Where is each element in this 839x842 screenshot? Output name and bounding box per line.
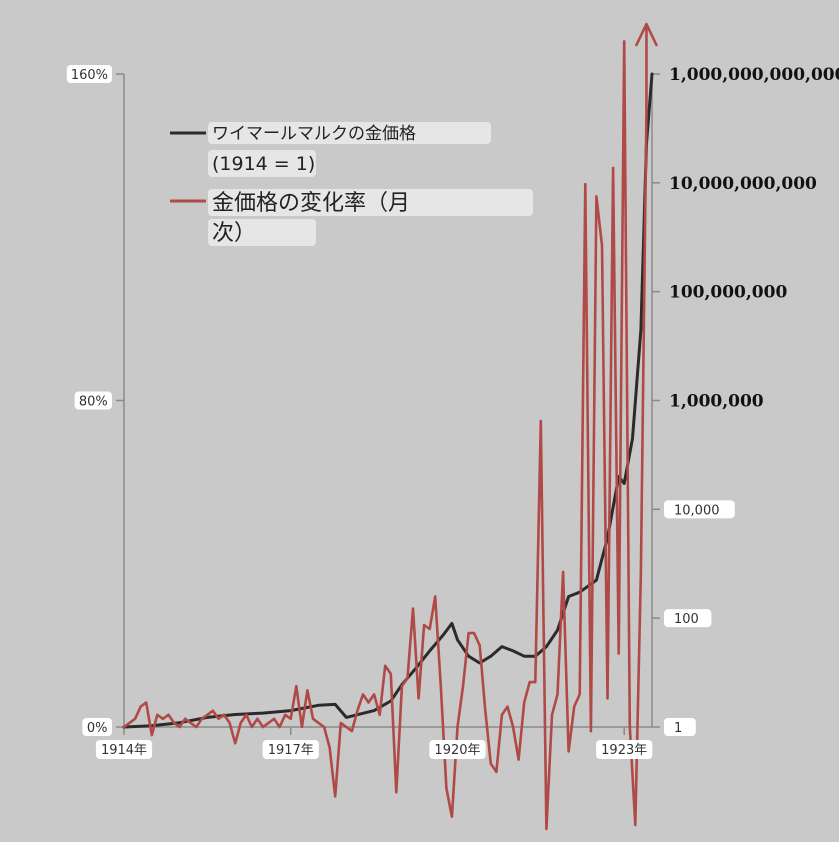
- left-tick-label: 80%: [79, 395, 108, 410]
- right-tick-label: 100,000,000: [669, 283, 787, 303]
- legend-label-bg: [208, 219, 316, 246]
- tick-labels-layer: 0% 80% 160% 1914年 1917年 1920年 1923年 1 100 10,000 1…: [66, 65, 839, 759]
- left-tick-label: 0%: [87, 721, 108, 736]
- right-tick-label: 1: [674, 721, 682, 736]
- x-tick-label-bg: [429, 740, 486, 759]
- x-tick-label-bg: [95, 740, 153, 759]
- legend: ワイマールマルクの金価格 (1914 = 1) 金価格の変化率（月次）: [170, 122, 533, 246]
- axes-layer: [116, 73, 660, 735]
- legend-label-change_rate: 金価格の変化率（月: [212, 191, 410, 216]
- left-tick-label: 160%: [71, 68, 108, 83]
- legend-label-bg: [208, 122, 491, 144]
- x-tick-label: 1917年: [268, 743, 314, 758]
- series-line-gold_price: [122, 72, 654, 729]
- right-tick-label: 100: [674, 612, 699, 627]
- right-tick-label: 10,000,000,000: [669, 174, 817, 194]
- left-tick-label-bg: [74, 391, 112, 410]
- right-tick-label: 1,000,000,000,000: [669, 65, 839, 85]
- legend-label-gold_price-line2: (1914 = 1): [212, 153, 315, 175]
- legend-label-change_rate-line2: 次）: [212, 221, 256, 246]
- right-tick-label: 1,000,000: [669, 392, 764, 412]
- x-tick-label-bg: [596, 740, 653, 759]
- x-tick-label: 1920年: [434, 743, 480, 758]
- right-tick-label-bg: [664, 500, 735, 519]
- legend-label-bg: [208, 150, 316, 177]
- right-tick-label-bg: [664, 609, 712, 628]
- series-layer: [122, 22, 658, 831]
- arrow-head-icon: [635, 22, 658, 47]
- x-tick-label: 1914年: [101, 743, 147, 758]
- right-tick-label-bg: [664, 718, 696, 736]
- x-tick-label: 1923年: [601, 743, 647, 758]
- left-tick-label-bg: [66, 65, 112, 83]
- left-tick-label-bg: [82, 718, 112, 736]
- right-tick-label: 10,000: [674, 503, 720, 518]
- series-line-change_rate: [122, 40, 648, 831]
- legend-label-gold_price: ワイマールマルクの金価格: [212, 124, 416, 144]
- legend-label-bg: [208, 189, 533, 216]
- x-tick-label-bg: [262, 740, 319, 759]
